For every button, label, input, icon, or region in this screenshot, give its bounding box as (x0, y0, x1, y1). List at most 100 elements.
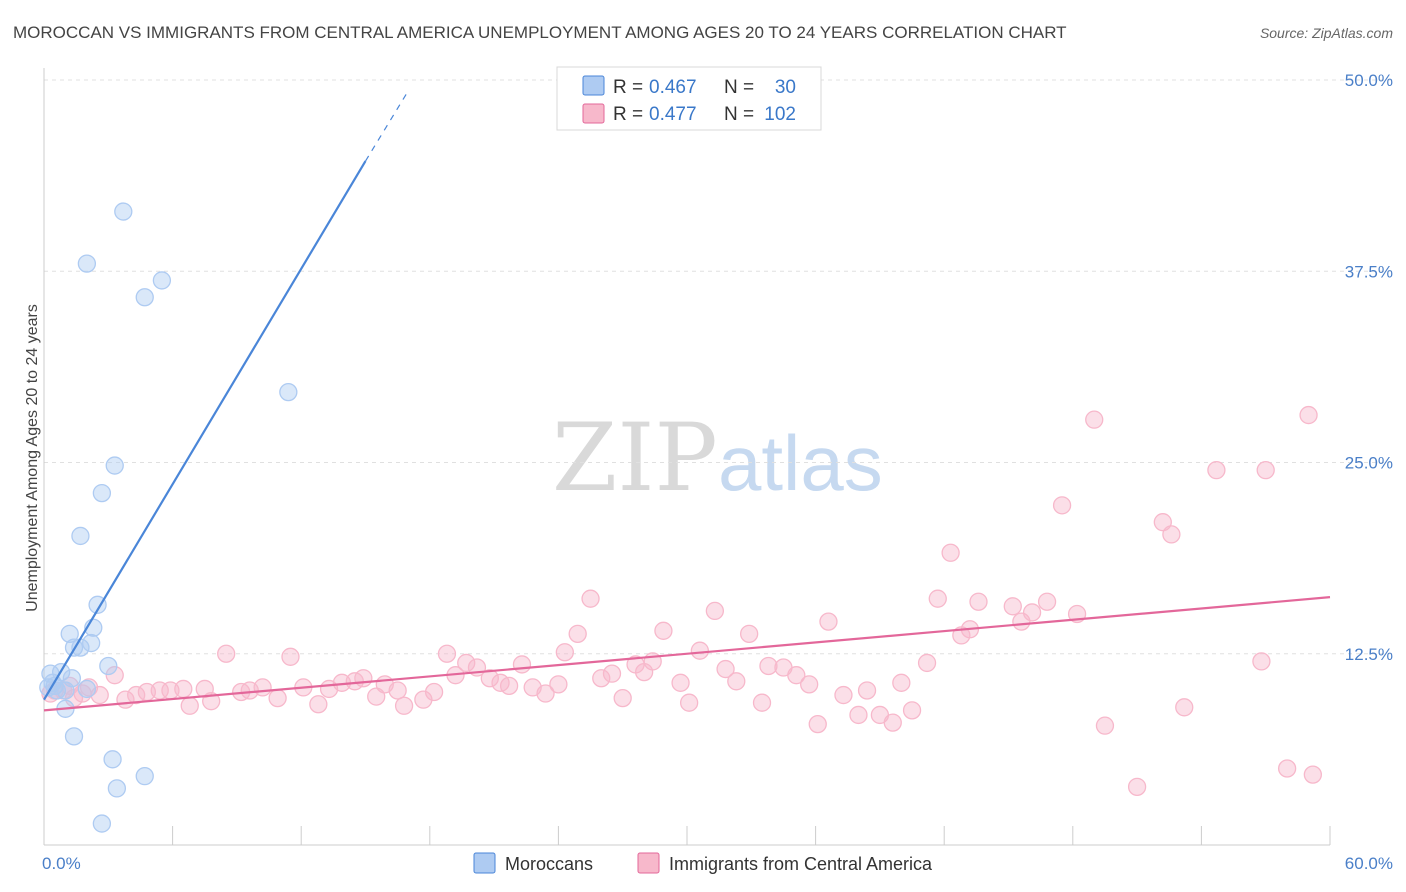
immigrants-point (834, 685, 853, 705)
y-tick-label: 37.5% (1345, 262, 1393, 281)
moroccans-point (279, 382, 298, 402)
immigrants-trend-line (43, 596, 1331, 712)
immigrants-point (437, 644, 457, 663)
immigrants-point (457, 653, 476, 673)
bottom-legend-label-moroccans: Moroccans (505, 854, 593, 874)
immigrants-point (727, 672, 746, 691)
immigrants-point (752, 693, 772, 712)
immigrants-point (1003, 597, 1022, 616)
moroccans-point (77, 679, 97, 699)
legend-n-value-1: 30 (775, 77, 796, 98)
moroccans-point (152, 271, 172, 290)
x-tick-label: 0.0% (42, 854, 81, 873)
moroccans-point (107, 779, 127, 798)
immigrants-point (388, 681, 407, 700)
moroccans-point (105, 456, 124, 475)
watermark-zip: ZIP (552, 404, 718, 513)
moroccans-point (64, 727, 84, 746)
immigrants-point (602, 664, 622, 683)
immigrants-point (787, 666, 806, 685)
immigrants-point (740, 624, 759, 644)
immigrants-point (716, 659, 735, 679)
immigrants-point (174, 679, 193, 699)
series-legend: Moroccans Immigrants from Central Americ… (473, 852, 933, 874)
immigrants-point (549, 675, 568, 694)
chart-title: MOROCCAN VS IMMIGRANTS FROM CENTRAL AMER… (13, 23, 1067, 42)
immigrants-point (671, 673, 690, 692)
legend-swatch-immigrants (582, 103, 605, 124)
moroccans-point (88, 595, 107, 614)
immigrants-point (281, 647, 300, 666)
moroccans-point (82, 633, 101, 653)
immigrants-point (849, 705, 868, 725)
moroccans-point (103, 750, 122, 769)
moroccans-point (77, 254, 97, 273)
bottom-legend-label-immigrants: Immigrants from Central America (669, 854, 933, 874)
moroccans-point (99, 656, 118, 676)
immigrants-point (1175, 698, 1194, 717)
immigrants-point (127, 685, 146, 705)
legend-r-value-1: 0.467 (649, 77, 697, 98)
immigrants-point (902, 701, 922, 720)
immigrants-point (819, 612, 838, 631)
immigrants-point (424, 682, 444, 702)
legend-swatch-moroccans (582, 75, 605, 96)
y-tick-labels: 12.5% 25.0% 37.5% 50.0% (1345, 71, 1393, 664)
series-moroccans-points (39, 202, 298, 833)
immigrants-point (1022, 603, 1042, 622)
immigrants-point (654, 621, 673, 640)
immigrants-point (892, 673, 911, 692)
immigrants-point (1037, 592, 1057, 611)
immigrants-point (1252, 652, 1271, 671)
legend-r-label-1: R = (613, 77, 643, 98)
immigrants-point (1207, 460, 1226, 480)
immigrants-point (613, 688, 632, 708)
watermark: ZIP atlas (552, 404, 883, 513)
immigrants-point (1299, 405, 1318, 425)
bottom-legend-swatch-moroccans (473, 852, 496, 874)
moroccans-point (135, 288, 154, 307)
y-tick-label: 12.5% (1345, 645, 1393, 664)
moroccans-point (135, 767, 154, 786)
immigrants-point (1052, 496, 1072, 515)
immigrants-point (150, 681, 169, 700)
legend-r-label-2: R = (613, 104, 643, 125)
immigrants-point (808, 714, 827, 734)
immigrants-point (1127, 777, 1147, 797)
immigrants-point (1256, 460, 1275, 480)
immigrants-point (480, 669, 499, 688)
immigrants-point (679, 693, 699, 712)
series-immigrants-points (41, 405, 1323, 797)
immigrants-point (592, 669, 611, 688)
moroccans-point (92, 483, 112, 503)
moroccans-trend-extension (364, 90, 409, 162)
moroccans-point (71, 526, 90, 546)
immigrants-point (917, 653, 937, 673)
immigrants-point (581, 589, 600, 608)
trend-lines (43, 90, 1331, 712)
immigrants-point (800, 675, 819, 694)
immigrants-point (928, 589, 947, 608)
immigrants-point (690, 641, 710, 660)
gridlines (44, 79, 1393, 655)
y-tick-label: 25.0% (1345, 454, 1393, 473)
x-tick-labels: 0.0% 60.0% (42, 854, 1393, 873)
immigrants-point (1303, 765, 1323, 784)
immigrants-point (499, 676, 519, 696)
immigrants-point (883, 713, 902, 732)
bottom-legend-swatch-immigrants (637, 852, 660, 874)
immigrants-point (354, 669, 373, 688)
immigrants-point (705, 601, 725, 621)
immigrants-point (759, 656, 778, 676)
y-tick-label: 50.0% (1345, 71, 1393, 90)
immigrants-point (1277, 759, 1297, 778)
chart-source: Source: ZipAtlas.com (1260, 25, 1393, 41)
moroccans-point (92, 814, 112, 833)
immigrants-point (969, 592, 988, 611)
legend-r-value-2: 0.477 (649, 104, 697, 125)
axes (43, 68, 1331, 846)
immigrants-point (268, 688, 287, 708)
immigrants-point (512, 655, 532, 674)
immigrants-point (180, 696, 199, 715)
